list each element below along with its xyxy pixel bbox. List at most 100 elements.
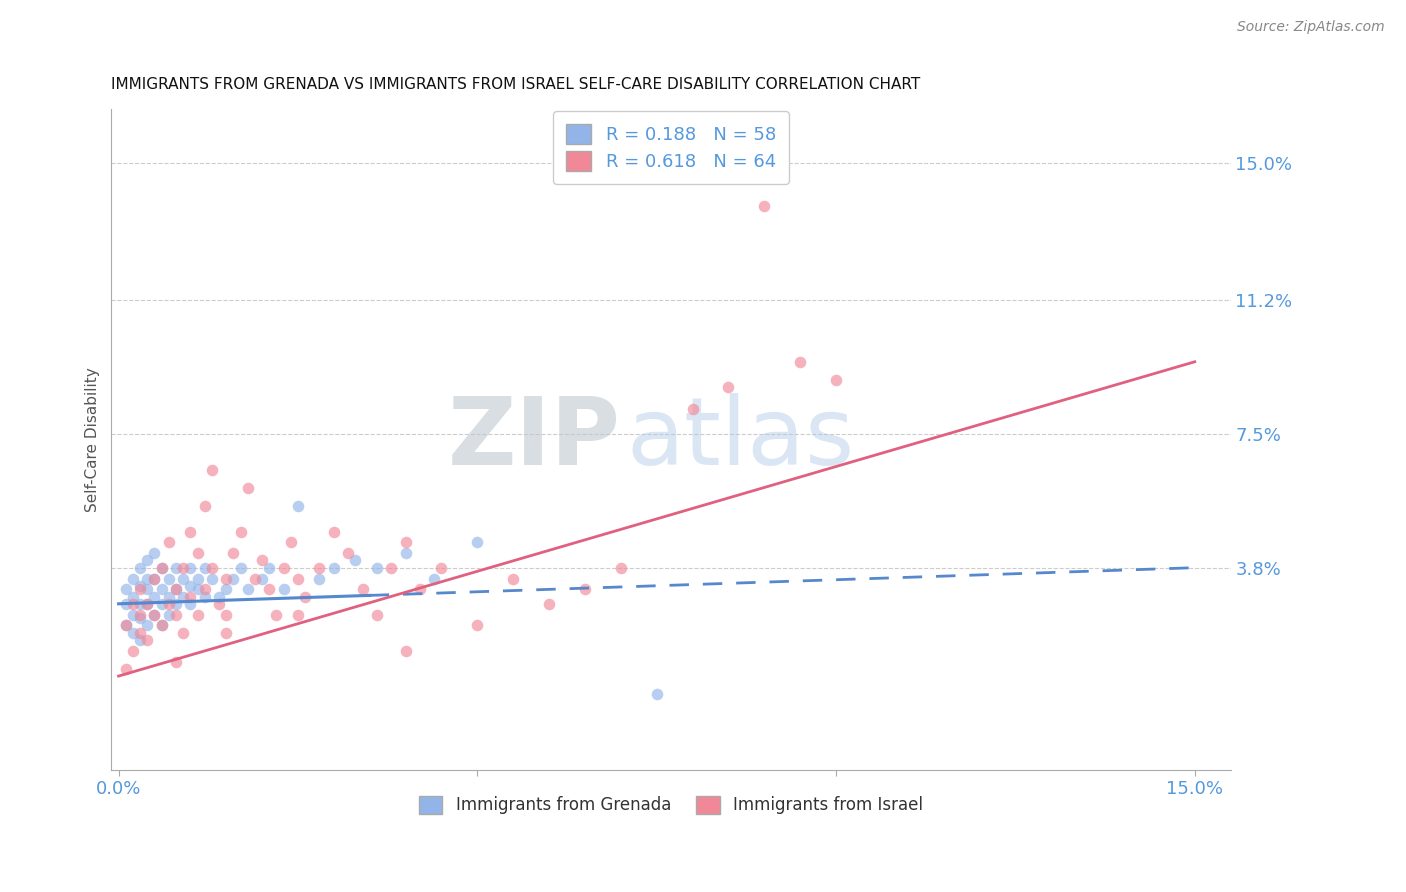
Point <box>308 572 330 586</box>
Point <box>157 607 180 622</box>
Point <box>157 597 180 611</box>
Point <box>717 380 740 394</box>
Point <box>143 572 166 586</box>
Text: ZIP: ZIP <box>447 393 620 485</box>
Point <box>143 590 166 604</box>
Point <box>172 572 194 586</box>
Point <box>273 560 295 574</box>
Point <box>129 579 152 593</box>
Point <box>150 560 173 574</box>
Point <box>165 582 187 597</box>
Point <box>129 560 152 574</box>
Point <box>194 500 217 514</box>
Point <box>215 625 238 640</box>
Point <box>186 546 208 560</box>
Point <box>322 524 344 539</box>
Text: atlas: atlas <box>626 393 855 485</box>
Legend: Immigrants from Grenada, Immigrants from Israel: Immigrants from Grenada, Immigrants from… <box>412 789 929 822</box>
Point <box>394 546 416 560</box>
Point <box>122 572 145 586</box>
Point <box>294 590 316 604</box>
Point <box>129 625 152 640</box>
Point <box>150 618 173 632</box>
Point <box>825 373 848 387</box>
Point <box>143 607 166 622</box>
Point <box>236 582 259 597</box>
Point <box>194 582 217 597</box>
Point <box>143 546 166 560</box>
Point <box>322 560 344 574</box>
Point <box>366 607 388 622</box>
Point <box>337 546 360 560</box>
Point <box>394 535 416 549</box>
Point <box>114 662 136 676</box>
Point <box>122 597 145 611</box>
Point <box>308 560 330 574</box>
Point <box>150 618 173 632</box>
Point <box>250 553 273 567</box>
Point <box>122 625 145 640</box>
Point <box>186 582 208 597</box>
Point <box>136 632 159 647</box>
Point <box>179 560 201 574</box>
Point <box>430 560 453 574</box>
Point <box>250 572 273 586</box>
Point <box>222 572 245 586</box>
Point <box>172 590 194 604</box>
Point <box>423 572 446 586</box>
Point <box>344 553 367 567</box>
Point <box>129 611 152 625</box>
Point <box>129 582 152 597</box>
Point <box>129 607 152 622</box>
Point <box>122 644 145 658</box>
Point <box>215 607 238 622</box>
Point <box>172 560 194 574</box>
Point <box>114 618 136 632</box>
Point <box>287 572 309 586</box>
Point <box>208 590 231 604</box>
Point <box>114 582 136 597</box>
Point <box>215 582 238 597</box>
Point <box>114 618 136 632</box>
Point <box>157 590 180 604</box>
Point <box>136 597 159 611</box>
Y-axis label: Self-Care Disability: Self-Care Disability <box>86 368 100 512</box>
Point <box>201 463 224 477</box>
Point <box>186 572 208 586</box>
Point <box>273 582 295 597</box>
Point <box>682 401 704 416</box>
Point <box>366 560 388 574</box>
Point <box>394 644 416 658</box>
Point <box>194 560 217 574</box>
Point <box>136 597 159 611</box>
Point <box>122 590 145 604</box>
Point <box>280 535 302 549</box>
Point <box>610 560 633 574</box>
Point <box>236 481 259 495</box>
Point <box>229 560 252 574</box>
Point <box>243 572 266 586</box>
Point <box>179 524 201 539</box>
Point <box>136 582 159 597</box>
Point <box>574 582 596 597</box>
Point <box>143 607 166 622</box>
Point <box>789 355 811 369</box>
Point <box>165 655 187 669</box>
Point <box>645 687 668 701</box>
Point <box>215 572 238 586</box>
Point <box>201 572 224 586</box>
Point <box>136 572 159 586</box>
Point <box>179 597 201 611</box>
Point <box>150 560 173 574</box>
Point <box>465 618 488 632</box>
Point <box>157 572 180 586</box>
Point <box>150 597 173 611</box>
Point <box>129 597 152 611</box>
Point <box>157 535 180 549</box>
Text: IMMIGRANTS FROM GRENADA VS IMMIGRANTS FROM ISRAEL SELF-CARE DISABILITY CORRELATI: IMMIGRANTS FROM GRENADA VS IMMIGRANTS FR… <box>111 78 921 93</box>
Point <box>409 582 432 597</box>
Text: Source: ZipAtlas.com: Source: ZipAtlas.com <box>1237 20 1385 34</box>
Point <box>229 524 252 539</box>
Point <box>172 625 194 640</box>
Point <box>465 535 488 549</box>
